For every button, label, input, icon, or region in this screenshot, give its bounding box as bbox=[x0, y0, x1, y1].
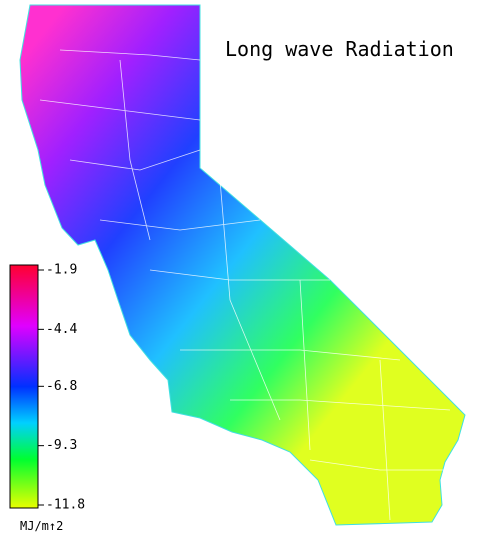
colorbar-tick-label: -11.8 bbox=[46, 498, 85, 513]
county-lines bbox=[39, 49, 455, 521]
colorbar bbox=[9, 264, 39, 509]
state-shape bbox=[19, 4, 466, 526]
colorbar-tick-label: -6.8 bbox=[46, 379, 77, 394]
map-title: Long wave Radiation bbox=[225, 37, 454, 61]
colorbar-tick-label: -1.9 bbox=[46, 263, 77, 278]
colorbar-tick-label: -4.4 bbox=[46, 322, 77, 337]
colorbar-tick-label: -9.3 bbox=[46, 438, 77, 453]
colorbar-unit: MJ/m↑2 bbox=[20, 519, 63, 533]
